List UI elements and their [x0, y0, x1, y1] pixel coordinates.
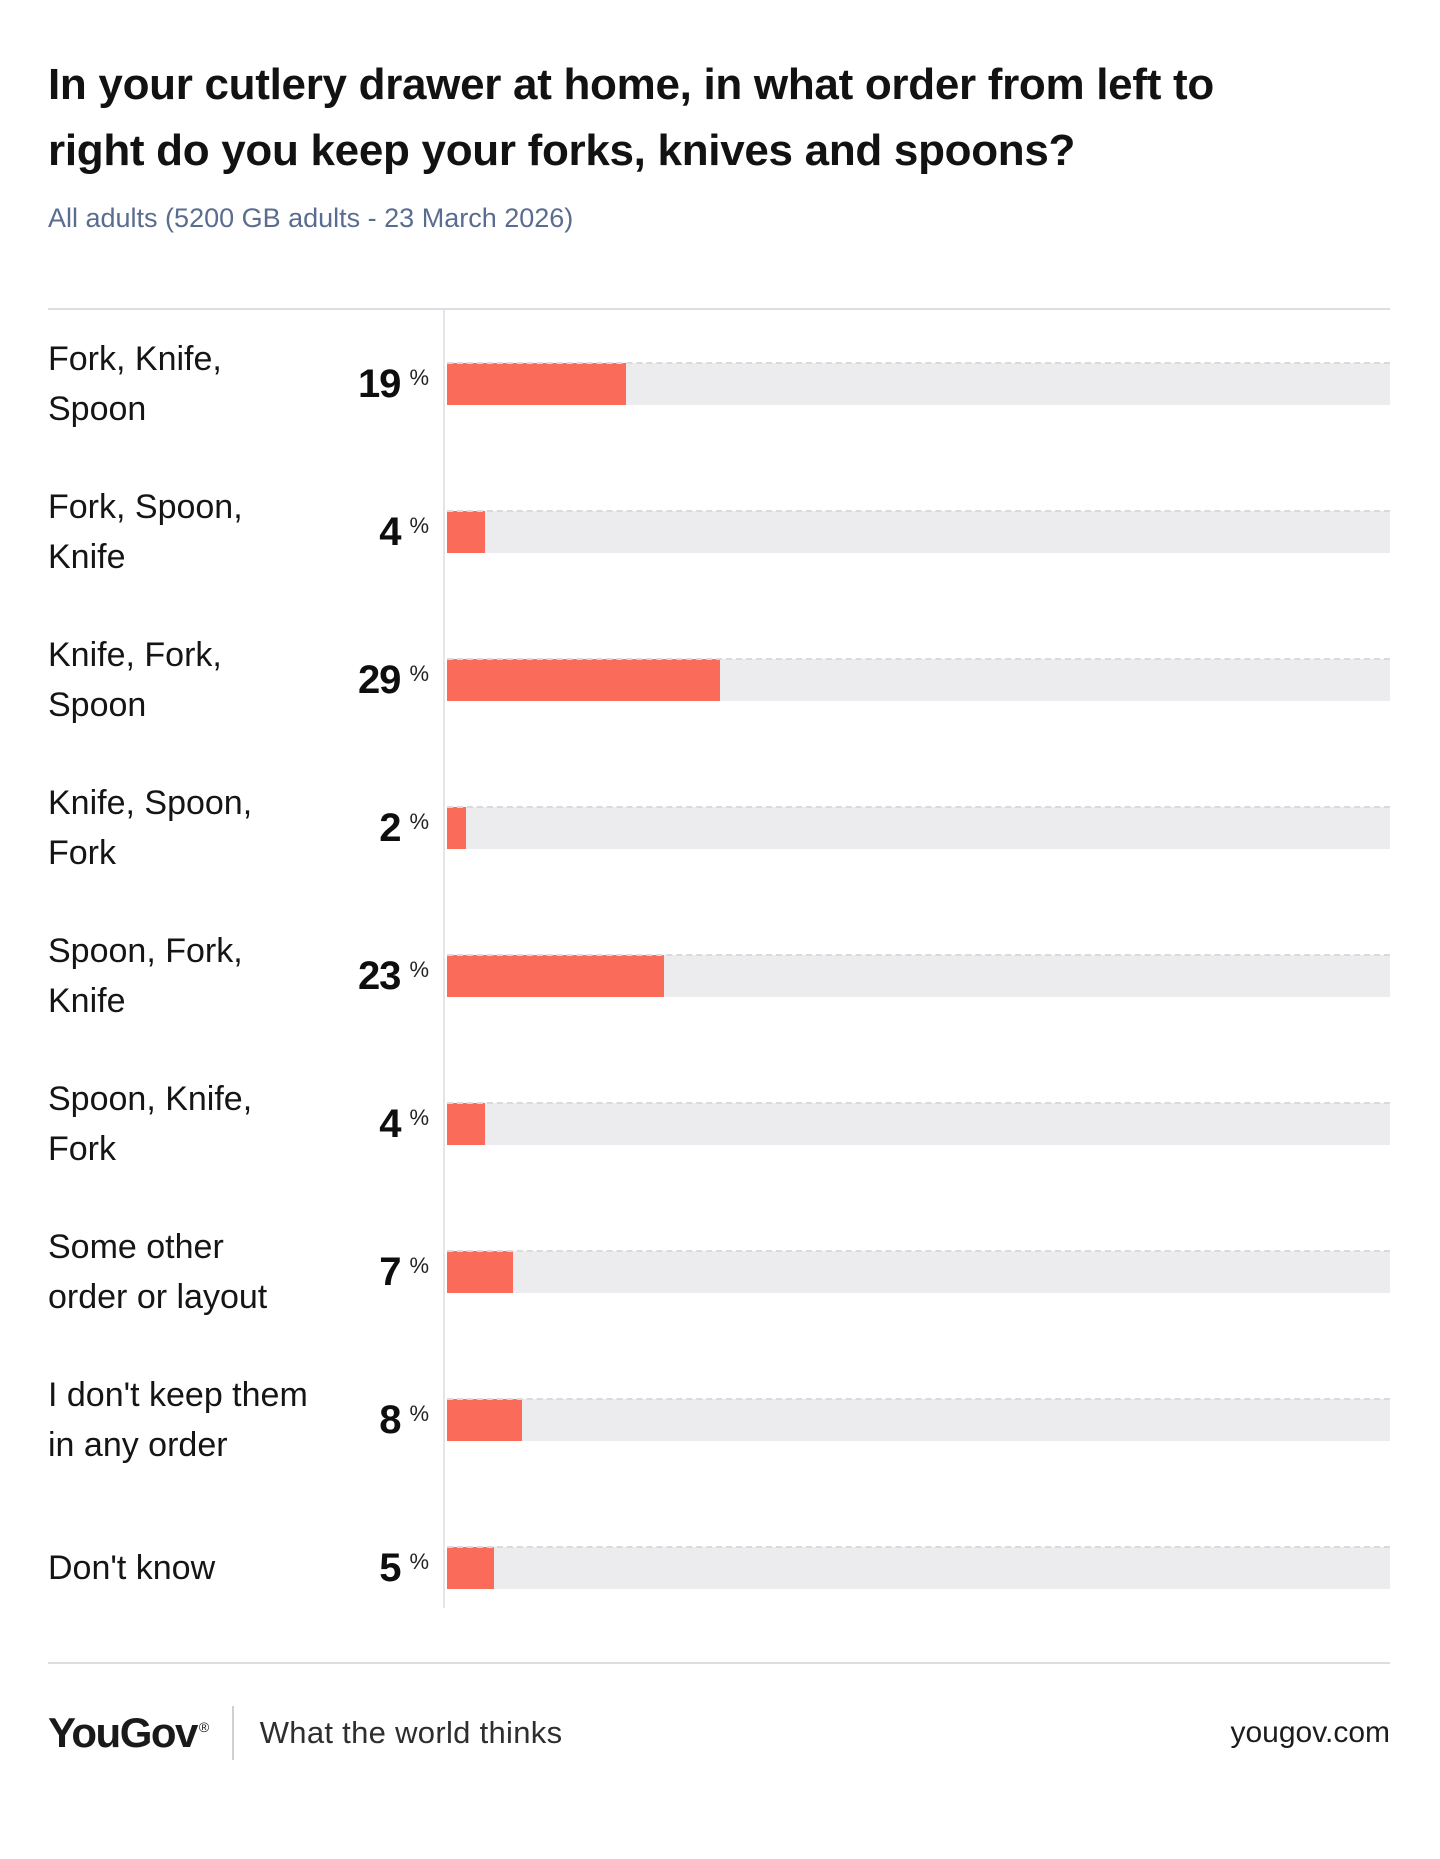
- chart-row: Knife, Fork, Spoon 29%: [48, 606, 1390, 754]
- page-title-line-1: In your cutlery drawer at home, in what …: [48, 60, 1214, 109]
- chart-row: I don't keep them in any order 8%: [48, 1346, 1390, 1494]
- footer: YouGov ® What the world thinks yougov.com: [48, 1706, 1390, 1760]
- percent-sign: %: [409, 1253, 429, 1278]
- chart-row: Spoon, Fork, Knife 23%: [48, 902, 1390, 1050]
- value-number: 19: [357, 362, 401, 406]
- category-label: Fork, Spoon, Knife: [48, 488, 243, 576]
- value-label: 23%: [354, 956, 443, 996]
- chart-row: Knife, Spoon, Fork 2%: [48, 754, 1390, 902]
- chart-row: Some other order or layout 7%: [48, 1198, 1390, 1346]
- chart-row: Fork, Knife, Spoon 19%: [48, 310, 1390, 458]
- chart-row: Don't know 5%: [48, 1494, 1390, 1642]
- category-label: Don't know: [48, 1549, 216, 1587]
- percent-sign: %: [409, 1549, 429, 1574]
- bar-area: [443, 658, 1390, 701]
- category-label: Fork, Knife, Spoon: [48, 340, 222, 428]
- yougov-logo: YouGov ®: [48, 1709, 209, 1756]
- category-label: Spoon, Knife, Fork: [48, 1080, 253, 1168]
- chart-row: Spoon, Knife, Fork 4%: [48, 1050, 1390, 1198]
- footer-tagline: What the world thinks: [259, 1715, 563, 1750]
- bar-area: [443, 1398, 1390, 1441]
- percent-sign: %: [409, 365, 429, 390]
- bar-area: [443, 510, 1390, 553]
- bar-track: [447, 1102, 1390, 1145]
- bar-fill: [447, 511, 485, 553]
- percent-sign: %: [409, 1105, 429, 1130]
- bar-track: [447, 658, 1390, 701]
- bar-chart: Fork, Knife, Spoon 19% Fork, Spoon, Knife 4…: [48, 308, 1390, 1642]
- value-label: 19%: [354, 364, 443, 404]
- bar-track: [447, 954, 1390, 997]
- value-number: 4: [379, 1102, 401, 1146]
- value-label: 29%: [354, 660, 443, 700]
- value-number: 2: [379, 806, 401, 850]
- axis-line: [443, 310, 445, 1608]
- value-number: 23: [357, 954, 401, 998]
- footer-brand: YouGov ® What the world thinks: [48, 1706, 562, 1760]
- value-number: 5: [379, 1546, 401, 1590]
- bar-track: [447, 1250, 1390, 1293]
- category-label: Spoon, Fork, Knife: [48, 932, 243, 1020]
- value-label: 7%: [354, 1252, 443, 1292]
- value-label: 4%: [354, 512, 443, 552]
- footer-website: yougov.com: [1230, 1716, 1390, 1749]
- page-title: In your cutlery drawer at home, in what …: [48, 52, 1390, 184]
- percent-sign: %: [409, 513, 429, 538]
- bar-area: [443, 1250, 1390, 1293]
- bar-area: [443, 362, 1390, 405]
- bar-area: [443, 1102, 1390, 1145]
- value-number: 4: [379, 510, 401, 554]
- value-label: 4%: [354, 1104, 443, 1144]
- chart-row: Fork, Spoon, Knife 4%: [48, 458, 1390, 606]
- bar-fill: [447, 363, 627, 405]
- value-label: 5%: [354, 1548, 443, 1588]
- bar-track: [447, 806, 1390, 849]
- value-number: 7: [379, 1250, 401, 1294]
- bar-track: [447, 362, 1390, 405]
- bar-fill: [447, 1103, 485, 1145]
- bar-fill: [447, 659, 721, 701]
- value-number: 29: [357, 658, 401, 702]
- percent-sign: %: [409, 957, 429, 982]
- footer-divider: [48, 1662, 1390, 1664]
- bar-track: [447, 1546, 1390, 1589]
- page-title-line-2: right do you keep your forks, knives and…: [48, 126, 1076, 175]
- bar-area: [443, 806, 1390, 849]
- percent-sign: %: [409, 809, 429, 834]
- bar-area: [443, 954, 1390, 997]
- bar-fill: [447, 1251, 513, 1293]
- category-label: Knife, Fork, Spoon: [48, 636, 222, 724]
- value-number: 8: [379, 1398, 401, 1442]
- bar-fill: [447, 955, 664, 997]
- category-label: Some other order or layout: [48, 1228, 268, 1316]
- category-label: I don't keep them in any order: [48, 1376, 308, 1464]
- value-label: 2%: [354, 808, 443, 848]
- bar-area: [443, 1546, 1390, 1589]
- footer-vertical-divider: [231, 1706, 234, 1760]
- chart-subtitle: All adults (5200 GB adults - 23 March 20…: [48, 203, 574, 233]
- percent-sign: %: [409, 661, 429, 686]
- bar-track: [447, 510, 1390, 553]
- bar-fill: [447, 1399, 523, 1441]
- bar-track: [447, 1398, 1390, 1441]
- category-label: Knife, Spoon, Fork: [48, 784, 253, 872]
- bar-fill: [447, 1547, 495, 1589]
- registered-mark-icon: ®: [198, 1719, 209, 1735]
- bar-fill: [447, 807, 466, 849]
- percent-sign: %: [409, 1401, 429, 1426]
- value-label: 8%: [354, 1400, 443, 1440]
